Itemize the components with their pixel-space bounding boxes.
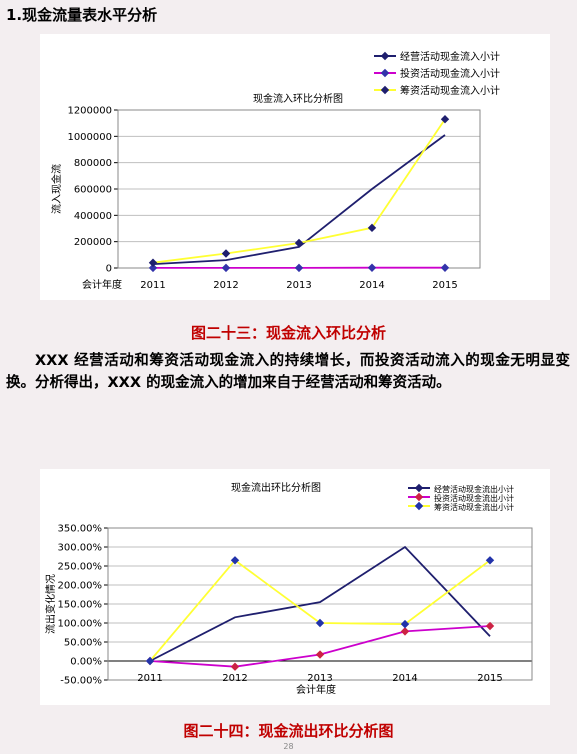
- x-tick-label: 2011: [140, 280, 165, 291]
- series-2-point: [148, 258, 158, 267]
- legend-label-2: 筹资活动现金流出小计: [434, 502, 514, 512]
- x-tick-label: 2014: [359, 280, 384, 291]
- series-2-point: [230, 556, 240, 565]
- y-tick-label: 100.00%: [58, 619, 103, 630]
- series-2-point: [294, 238, 304, 248]
- series-1-point: [221, 263, 231, 273]
- chart-title: 现金流入环比分析图: [253, 92, 343, 105]
- series-1-point: [440, 263, 450, 272]
- x-tick-label: 2012: [213, 280, 238, 291]
- y-tick-label: -50.00%: [60, 676, 102, 687]
- chart-title: 现金流出环比分析图: [231, 481, 321, 494]
- y-axis-label: 流入现金流: [50, 164, 63, 214]
- y-tick-label: 150.00%: [58, 600, 103, 611]
- series-1-point: [148, 263, 158, 273]
- series-2-point: [367, 223, 377, 233]
- series-2-point: [315, 618, 325, 628]
- series-line-2: [149, 559, 491, 662]
- y-tick-label: 50.00%: [64, 638, 102, 649]
- legend-label-0: 经营活动现金流入小计: [400, 50, 500, 63]
- cash-outflow-chart-panel: 现金流出环比分析图 -50.00% 0.00% 50.00% 100.00% 150.00…: [40, 469, 550, 705]
- figure-23-caption: 图二十三：现金流入环比分析: [190, 324, 386, 342]
- plot-area: [107, 527, 533, 681]
- cash-inflow-chart-panel: 现金流入环比分析图 0 200000 400000 600000 800000 100000…: [40, 34, 550, 300]
- series-1-point: [485, 621, 495, 631]
- series-1-point: [400, 627, 410, 636]
- cash-outflow-chart: 现金流出环比分析图 -50.00% 0.00% 50.00% 100.00% 150.00…: [44, 481, 533, 696]
- y-axis-label: 流出变化情况: [44, 574, 57, 634]
- legend-marker-0: [414, 483, 424, 493]
- y-tick-label: 200000: [74, 237, 112, 248]
- series-1-point: [230, 662, 240, 671]
- legend-marker-1: [380, 68, 390, 78]
- y-tick-label: 0: [106, 264, 112, 275]
- series-1-point: [294, 263, 304, 273]
- legend-label-1: 投资活动现金流入小计: [400, 67, 500, 80]
- y-tick-label: 600000: [74, 185, 112, 196]
- series-2-point: [221, 249, 231, 258]
- y-tick-label: 200.00%: [58, 581, 103, 592]
- x-tick-label: 2013: [307, 673, 332, 684]
- cash-inflow-chart: 现金流入环比分析图 0 200000 400000 600000 800000 100000…: [50, 50, 500, 291]
- series-1-point: [367, 263, 377, 272]
- x-tick-label: 2013: [286, 280, 311, 291]
- series-2-point: [485, 556, 495, 565]
- y-tick-label: 350.00%: [58, 524, 103, 535]
- legend-label-0: 经营活动现金流出小计: [434, 484, 514, 494]
- x-tick-label: 2012: [222, 673, 247, 684]
- x-tick-label: 2011: [137, 673, 162, 684]
- x-tick-label: 2015: [477, 673, 502, 684]
- x-axis-label: 会计年度: [296, 683, 336, 696]
- y-tick-label: 1200000: [67, 106, 112, 117]
- legend-label-1: 投资活动现金流出小计: [434, 493, 514, 503]
- y-tick-label: 400000: [74, 211, 112, 222]
- series-line-0: [149, 545, 491, 662]
- y-tick-label: 0.00%: [70, 657, 102, 668]
- section-title: 1.现金流量表水平分析: [6, 6, 158, 24]
- figure-24-caption: 图二十四：现金流出环比分析图: [183, 722, 394, 740]
- series-2-point: [400, 619, 410, 629]
- legend-marker-2: [380, 85, 390, 95]
- series-2-point: [145, 656, 155, 666]
- legend-marker-2: [414, 501, 424, 511]
- legend-marker-0: [380, 51, 390, 61]
- y-tick-label: 1000000: [67, 132, 112, 143]
- x-tick-label: 2015: [432, 280, 457, 291]
- series-1-point: [315, 650, 325, 659]
- x-axis-label: 会计年度: [82, 278, 122, 291]
- y-tick-label: 800000: [74, 158, 112, 169]
- legend-label-2: 筹资活动现金流入小计: [400, 84, 500, 97]
- x-tick-label: 2014: [392, 673, 417, 684]
- page-number: 28: [283, 742, 294, 751]
- analysis-paragraph: XXX 经营活动和筹资活动现金流入的持续增长，而投资活动流入的现金无明显变换。分…: [6, 353, 570, 391]
- y-tick-label: 250.00%: [58, 562, 103, 573]
- legend-marker-1: [414, 492, 424, 502]
- y-tick-label: 300.00%: [58, 543, 103, 554]
- series-2-point: [440, 115, 450, 124]
